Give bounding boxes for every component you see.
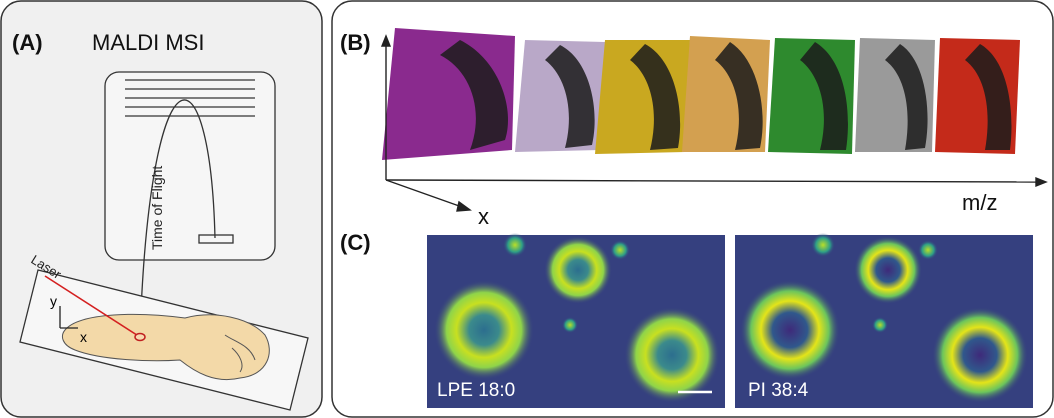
figure: (A) MALDI MSI Time of Flight Laser y x (… xyxy=(0,0,1054,418)
panel-label: (B) xyxy=(340,30,371,55)
panel-label: (A) xyxy=(12,30,43,55)
panel-a: (A) MALDI MSI Time of Flight Laser y x xyxy=(1,1,322,417)
image-label: LPE 18:0 xyxy=(437,380,515,401)
ion-images xyxy=(382,28,1020,160)
laser-spot xyxy=(135,334,145,341)
image-lpe: LPE 18:0 xyxy=(427,233,725,408)
panel-c: (C) LPE 18:0 PI 38:4 xyxy=(340,230,1033,408)
image-label: PI 38:4 xyxy=(748,380,809,401)
panel-title: MALDI MSI xyxy=(92,30,204,55)
image-pi: PI 38:4 xyxy=(735,233,1033,408)
y-label: y xyxy=(50,293,57,309)
x-label: x xyxy=(80,329,87,345)
tof-label: Time of Flight xyxy=(149,166,165,250)
mz-label: m/z xyxy=(962,190,997,215)
x-label: x xyxy=(478,204,489,229)
tof-box xyxy=(105,72,275,260)
panel-label: (C) xyxy=(340,230,371,255)
